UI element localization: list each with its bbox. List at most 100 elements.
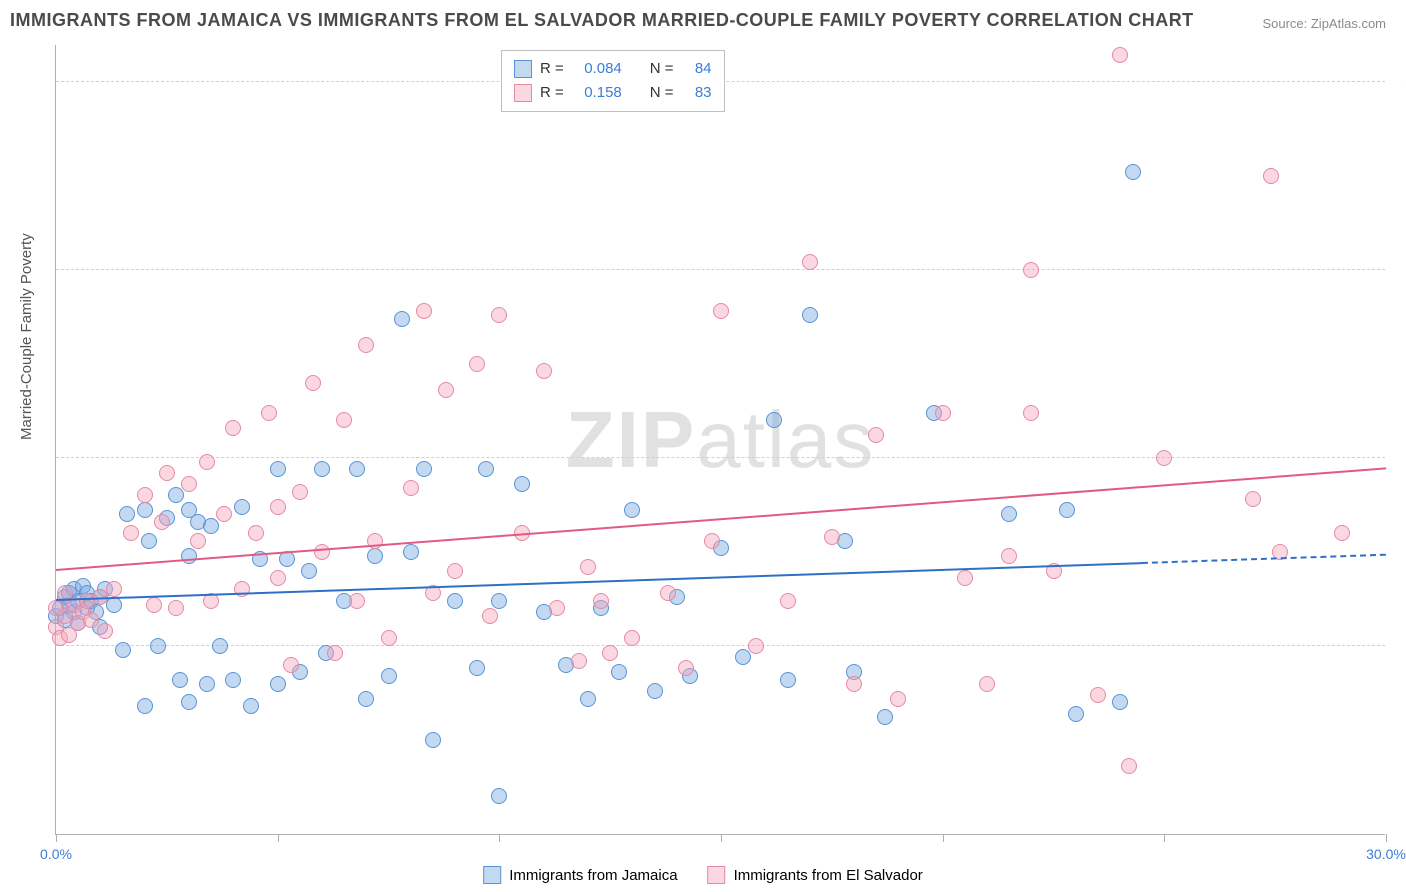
source-label: Source: ZipAtlas.com — [1262, 16, 1386, 31]
legend-item-elsalvador: Immigrants from El Salvador — [708, 866, 923, 884]
plot-area: ZIPatlas 5.0%10.0%15.0%20.0%0.0%30.0%R =… — [55, 45, 1385, 835]
data-point-elsalvador — [225, 420, 241, 436]
data-point-elsalvador — [159, 465, 175, 481]
gridline — [56, 269, 1385, 270]
data-point-elsalvador — [234, 581, 250, 597]
data-point-jamaica — [314, 461, 330, 477]
data-point-jamaica — [447, 593, 463, 609]
trend-line — [1142, 554, 1386, 564]
data-point-jamaica — [367, 548, 383, 564]
data-point-jamaica — [270, 461, 286, 477]
legend-swatch-blue — [483, 866, 501, 884]
stats-r-label: R = — [540, 57, 564, 81]
data-point-jamaica — [514, 476, 530, 492]
data-point-jamaica — [115, 642, 131, 658]
data-point-elsalvador — [1001, 548, 1017, 564]
x-tick-label: 0.0% — [40, 846, 72, 862]
data-point-jamaica — [172, 672, 188, 688]
data-point-elsalvador — [305, 375, 321, 391]
data-point-elsalvador — [123, 525, 139, 541]
data-point-elsalvador — [713, 303, 729, 319]
data-point-elsalvador — [97, 623, 113, 639]
data-point-jamaica — [168, 487, 184, 503]
data-point-jamaica — [1068, 706, 1084, 722]
data-point-jamaica — [1125, 164, 1141, 180]
gridline — [56, 645, 1385, 646]
data-point-elsalvador — [802, 254, 818, 270]
data-point-jamaica — [1001, 506, 1017, 522]
data-point-jamaica — [381, 668, 397, 684]
stats-r-label: R = — [540, 81, 564, 105]
data-point-jamaica — [181, 694, 197, 710]
data-point-elsalvador — [824, 529, 840, 545]
data-point-jamaica — [1059, 502, 1075, 518]
data-point-elsalvador — [780, 593, 796, 609]
data-point-elsalvador — [181, 476, 197, 492]
data-point-elsalvador — [416, 303, 432, 319]
data-point-jamaica — [491, 788, 507, 804]
data-point-jamaica — [780, 672, 796, 688]
data-point-elsalvador — [270, 570, 286, 586]
data-point-elsalvador — [979, 676, 995, 692]
data-point-jamaica — [802, 307, 818, 323]
data-point-elsalvador — [491, 307, 507, 323]
data-point-elsalvador — [190, 533, 206, 549]
stats-swatch — [514, 60, 532, 78]
data-point-jamaica — [403, 544, 419, 560]
data-point-jamaica — [735, 649, 751, 665]
data-point-elsalvador — [154, 514, 170, 530]
x-tick — [943, 834, 944, 842]
data-point-jamaica — [416, 461, 432, 477]
data-point-elsalvador — [447, 563, 463, 579]
data-point-jamaica — [301, 563, 317, 579]
data-point-jamaica — [150, 638, 166, 654]
data-point-elsalvador — [216, 506, 232, 522]
data-point-jamaica — [243, 698, 259, 714]
legend-label-jamaica: Immigrants from Jamaica — [509, 867, 677, 884]
data-point-jamaica — [270, 676, 286, 692]
x-tick — [278, 834, 279, 842]
data-point-elsalvador — [1112, 47, 1128, 63]
data-point-elsalvador — [137, 487, 153, 503]
stats-row: R =0.084N =84 — [514, 57, 712, 81]
data-point-elsalvador — [571, 653, 587, 669]
data-point-elsalvador — [270, 499, 286, 515]
data-point-elsalvador — [748, 638, 764, 654]
data-point-jamaica — [611, 664, 627, 680]
data-point-elsalvador — [846, 676, 862, 692]
data-point-elsalvador — [660, 585, 676, 601]
data-point-jamaica — [203, 518, 219, 534]
data-point-jamaica — [141, 533, 157, 549]
x-tick-label: 30.0% — [1366, 846, 1406, 862]
data-point-elsalvador — [261, 405, 277, 421]
x-tick — [56, 834, 57, 842]
watermark: ZIPatlas — [566, 394, 875, 486]
data-point-elsalvador — [1245, 491, 1261, 507]
stats-swatch — [514, 84, 532, 102]
data-point-elsalvador — [1090, 687, 1106, 703]
x-tick — [1386, 834, 1387, 842]
data-point-elsalvador — [83, 612, 99, 628]
y-axis-label: Married-Couple Family Poverty — [18, 233, 35, 440]
data-point-jamaica — [137, 698, 153, 714]
data-point-jamaica — [580, 691, 596, 707]
data-point-jamaica — [478, 461, 494, 477]
data-point-jamaica — [425, 732, 441, 748]
data-point-elsalvador — [358, 337, 374, 353]
data-point-elsalvador — [1023, 262, 1039, 278]
data-point-jamaica — [137, 502, 153, 518]
data-point-elsalvador — [1334, 525, 1350, 541]
legend-label-elsalvador: Immigrants from El Salvador — [734, 867, 923, 884]
data-point-elsalvador — [349, 593, 365, 609]
data-point-jamaica — [119, 506, 135, 522]
data-point-elsalvador — [593, 593, 609, 609]
data-point-elsalvador — [580, 559, 596, 575]
data-point-elsalvador — [704, 533, 720, 549]
x-tick — [721, 834, 722, 842]
data-point-jamaica — [199, 676, 215, 692]
stats-n-label: N = — [650, 81, 674, 105]
data-point-elsalvador — [314, 544, 330, 560]
data-point-jamaica — [491, 593, 507, 609]
bottom-legend: Immigrants from Jamaica Immigrants from … — [483, 866, 923, 884]
x-tick — [499, 834, 500, 842]
